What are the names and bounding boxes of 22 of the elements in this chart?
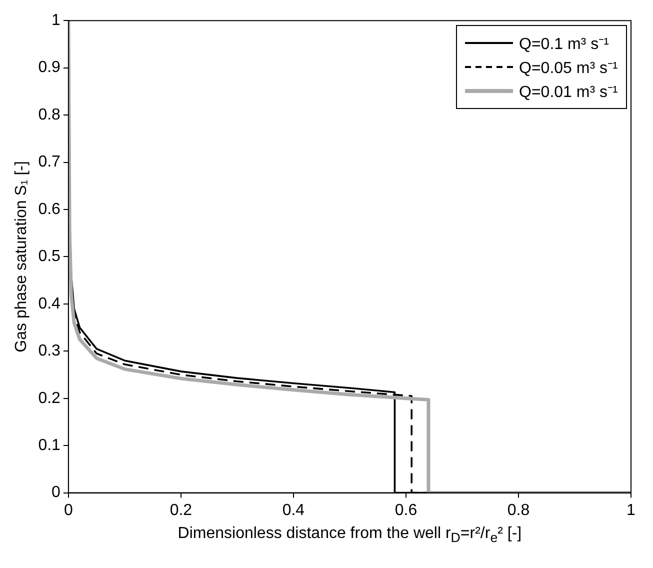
y-tick-label: 0.1 — [38, 436, 61, 454]
x-tick-label: 0.6 — [394, 502, 418, 519]
y-tick-label: 0.9 — [38, 59, 61, 76]
y-tick-label: 0.3 — [38, 342, 61, 360]
y-tick-label: 0 — [52, 484, 61, 502]
x-tick-label: 0.2 — [170, 502, 192, 519]
x-axis-title: Dimensionless distance from the well r$_{D}$=r²/r$_{e}$² [-] — [176, 525, 523, 546]
y-axis-title: Gas phase saturation S₁ [-] — [13, 161, 30, 352]
x-tick-label: 0 — [64, 502, 73, 519]
y-tick-label: 0.2 — [38, 390, 61, 407]
y-tick-label: 0.8 — [38, 106, 61, 124]
y-tick-label: 0.5 — [38, 248, 61, 266]
legend-label: Q=0.01 m³ s⁻¹ — [519, 82, 618, 102]
legend-label: Q=0.05 m³ s⁻¹ — [519, 58, 618, 78]
legend-label: Q=0.1 m³ s⁻¹ — [519, 34, 609, 54]
x-tick-label: 1 — [626, 502, 636, 519]
y-tick-label: 0.7 — [38, 154, 61, 171]
y-tick-label: 0.6 — [38, 200, 61, 218]
x-tick-label: 0.8 — [507, 502, 530, 519]
y-tick-label: 0.4 — [38, 295, 61, 312]
y-tick-label: 1 — [52, 12, 61, 30]
x-tick-label: 0.4 — [282, 502, 305, 519]
